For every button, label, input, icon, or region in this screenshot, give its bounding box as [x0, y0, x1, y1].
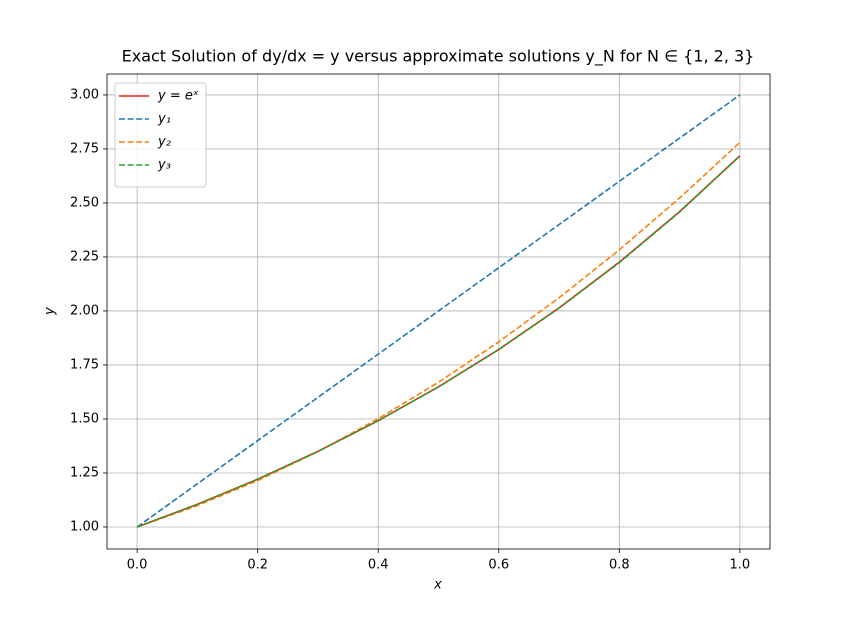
y-axis-label: y — [43, 307, 58, 316]
axes-frame — [106, 73, 771, 550]
legend-label: y₂ — [157, 135, 171, 150]
legend-label: y = eˣ — [157, 89, 199, 104]
series-line — [136, 94, 741, 528]
y-tick-label: 1.25 — [70, 465, 99, 480]
series-line — [136, 141, 741, 528]
legend-label: y₃ — [157, 158, 171, 173]
x-tick-label: 0.0 — [127, 558, 148, 573]
chart-title: Exact Solution of dy/dx = y versus appro… — [122, 47, 755, 67]
y-tick-label: 1.00 — [70, 519, 99, 534]
x-tick-label: 1.0 — [730, 558, 751, 573]
y-tick-label: 2.50 — [70, 195, 99, 210]
y-tick-label: 2.75 — [70, 141, 99, 156]
legend-box — [114, 82, 207, 188]
legend: y = eˣ y₁ y₂ y₃ — [114, 82, 207, 188]
y-tick-label: 1.50 — [70, 411, 99, 426]
x-tick-label: 0.4 — [368, 558, 389, 573]
y-tick-label: 1.75 — [70, 357, 99, 372]
legend-label: y₁ — [157, 112, 171, 127]
x-tick-label: 0.6 — [488, 558, 509, 573]
x-tick-label: 0.2 — [247, 558, 268, 573]
series-line — [136, 155, 741, 528]
x-axis-label: x — [433, 578, 442, 593]
y-tick-label: 2.00 — [70, 303, 99, 318]
y-tick-label: 3.00 — [70, 87, 99, 102]
x-tick-label: 0.8 — [609, 558, 630, 573]
y-tick-label: 2.25 — [70, 249, 99, 264]
